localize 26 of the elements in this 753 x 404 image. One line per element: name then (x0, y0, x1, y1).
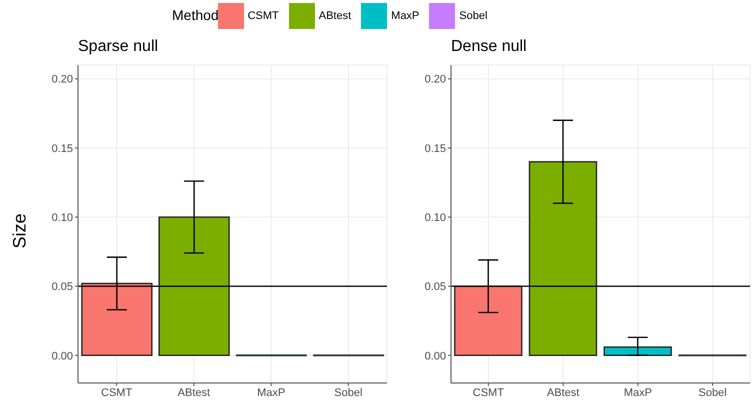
legend-label: MaxP (391, 10, 420, 22)
chart-title: Dense null (451, 38, 527, 56)
y-tick-label: 0.05 (52, 281, 73, 294)
x-tick-label: MaxP (257, 386, 286, 399)
y-tick-label: 0.00 (424, 350, 446, 362)
x-tick-label: CSMT (472, 386, 504, 399)
legend-label: CSMT (248, 10, 279, 22)
x-tick-label: ABtest (178, 386, 210, 399)
legend-title: Method (172, 7, 219, 23)
y-tick-label: 0.05 (424, 281, 446, 294)
y-tick-label: 0.15 (52, 142, 73, 155)
y-tick-label: 0.00 (52, 350, 73, 362)
x-tick-label: CSMT (101, 386, 132, 399)
chart-title: Sparse null (78, 38, 158, 56)
x-tick-label: ABtest (546, 386, 580, 399)
x-tick-label: MaxP (624, 386, 652, 399)
y-tick-label: 0.20 (424, 74, 446, 86)
y-axis-title: Size (10, 213, 30, 249)
y-tick-label: 0.10 (52, 212, 73, 224)
y-tick-label: 0.10 (424, 212, 446, 224)
x-tick-label: Sobel (334, 386, 362, 399)
y-tick-label: 0.20 (52, 74, 73, 86)
legend-label: Sobel (459, 10, 488, 22)
y-tick-label: 0.15 (424, 142, 446, 155)
x-tick-label: Sobel (698, 386, 727, 399)
legend-label: ABtest (318, 10, 352, 22)
